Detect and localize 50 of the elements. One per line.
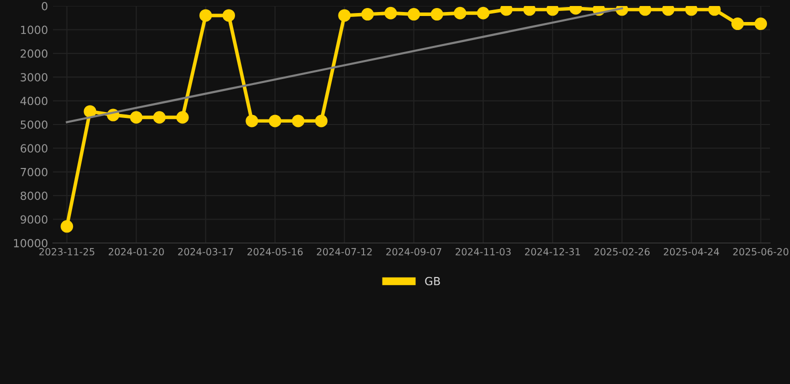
x-tick-label: 2024-12-31	[525, 248, 580, 256]
point	[153, 111, 166, 124]
legend-label: GB	[425, 276, 440, 286]
point	[408, 8, 420, 21]
point	[84, 105, 96, 118]
x-tick-label: 2023-11-25	[39, 248, 94, 256]
point	[476, 6, 490, 20]
x-tick-label: 2024-07-12	[316, 248, 372, 256]
x-tick-label: 2025-02-26	[594, 248, 650, 256]
point	[292, 114, 304, 128]
y-tick-label: 9000	[20, 215, 48, 224]
x-tick-label: 2024-09-07	[386, 248, 442, 256]
point	[268, 114, 282, 128]
y-tick-label: 4000	[20, 96, 48, 106]
y-tick-label: 7000	[20, 168, 48, 176]
x-tick-label: 2024-11-03	[456, 248, 511, 256]
x-tick-label: 2024-05-16	[248, 248, 303, 256]
point	[523, 6, 536, 16]
point	[754, 18, 767, 30]
point	[338, 9, 351, 22]
y-tick-label: 2000	[20, 49, 48, 58]
point	[246, 114, 258, 128]
point	[60, 220, 74, 233]
point	[500, 6, 513, 16]
y-tick-label: 1000	[21, 26, 48, 34]
point	[638, 6, 652, 16]
y-tick-label: 0	[42, 2, 48, 10]
x-tick-label: 2025-04-24	[664, 248, 720, 256]
point	[199, 9, 212, 22]
x-tick-label: 2025-06-20	[733, 248, 788, 256]
y-tick-label: 5000	[20, 120, 48, 129]
point	[731, 18, 744, 30]
y-tick-label: 3000	[20, 73, 48, 82]
y-tick-label: 6000	[20, 144, 48, 153]
x-tick-label: 2024-01-20	[108, 248, 164, 256]
point	[430, 8, 444, 21]
point	[176, 111, 189, 124]
point	[546, 6, 559, 16]
point	[685, 6, 698, 16]
point	[384, 6, 397, 20]
point	[454, 6, 466, 20]
y-tick-label: 10000	[14, 238, 48, 248]
point	[361, 8, 374, 21]
y-tick-label: 8000	[20, 192, 48, 200]
point	[130, 111, 143, 124]
x-tick-label: 2024-03-17	[178, 248, 234, 256]
point	[222, 9, 236, 22]
point	[708, 6, 721, 16]
point	[662, 6, 674, 16]
point	[315, 114, 328, 128]
